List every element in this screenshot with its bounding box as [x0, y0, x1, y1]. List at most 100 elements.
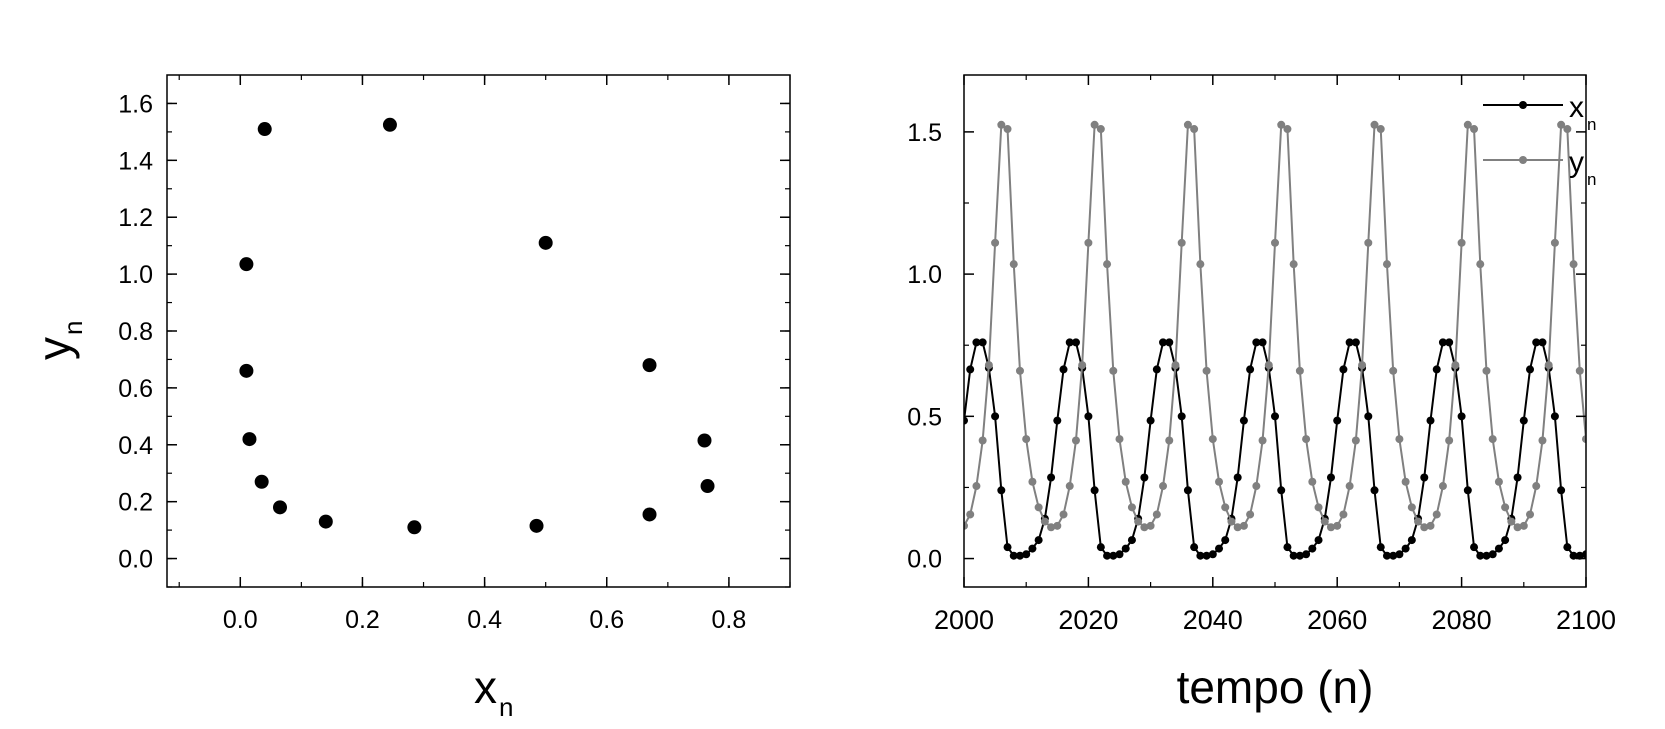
series-point-x: [1003, 543, 1012, 552]
series-point-y: [1190, 125, 1199, 134]
series-point-x: [991, 412, 1000, 421]
series-point-y: [1582, 435, 1586, 444]
series-point-y: [1550, 238, 1559, 247]
series-point-x: [1519, 416, 1528, 425]
series-point-y: [1152, 510, 1161, 519]
series-point-y: [1171, 361, 1180, 370]
series-point-y: [1109, 366, 1118, 375]
series-point-x: [1526, 365, 1535, 374]
series-point-y: [1096, 125, 1105, 134]
series-point-y: [1289, 260, 1298, 269]
series-point-y: [1501, 503, 1510, 512]
series-point-y: [1544, 361, 1553, 370]
scatter-point: [529, 518, 544, 533]
series-point-y: [1134, 517, 1143, 526]
series-point-x: [1190, 543, 1199, 552]
series-point-x: [1351, 338, 1360, 347]
series-point-y: [1053, 521, 1062, 530]
time-series-panel: 2000 2020 2040 2060 2080 2100 0.0 0.5 1.0 1.5 tem…: [907, 74, 1616, 713]
legend-marker-x: [1519, 101, 1527, 109]
series-line-y: [964, 122, 1586, 529]
series-point-y: [1308, 477, 1317, 486]
right-y-tick-label: 0.0: [907, 546, 942, 574]
series-point-y: [1482, 366, 1491, 375]
scatter-point: [642, 507, 657, 522]
left-y-tick-label: 1.2: [118, 204, 153, 232]
series-point-x: [1152, 365, 1161, 374]
series-point-x: [1339, 365, 1348, 374]
series-point-x: [972, 338, 981, 347]
series-point-y: [1538, 436, 1547, 445]
right-y-tick-label: 0.5: [907, 403, 942, 431]
series-point-y: [972, 482, 981, 491]
right-plot-frame: [963, 74, 1587, 588]
series-point-x: [1326, 473, 1335, 482]
series-point-y: [1165, 436, 1174, 445]
series-point-x: [1376, 543, 1385, 552]
series-point-y: [1526, 510, 1535, 519]
series-point-y: [1333, 521, 1342, 530]
left-x-tick-label: 0.6: [589, 606, 624, 634]
series-point-x: [1401, 544, 1410, 553]
series-point-x: [1382, 551, 1391, 560]
series-point-x: [1345, 338, 1354, 347]
left-x-tick-label: 0.4: [467, 606, 502, 634]
series-point-y: [978, 436, 987, 445]
series-point-x: [1103, 551, 1112, 560]
left-plot-frame: [166, 74, 791, 588]
left-y-tick-label: 1.4: [118, 147, 153, 175]
series-point-y: [1432, 510, 1441, 519]
legend-item-y: y n: [1483, 146, 1596, 189]
right-x-tick-label: 2000: [934, 605, 994, 635]
series-point-x: [1395, 550, 1404, 559]
series-point-y: [1476, 260, 1485, 269]
series-point-y: [1395, 435, 1404, 444]
series-point-x: [1289, 551, 1298, 560]
series-point-x: [1470, 543, 1479, 552]
series-point-x: [1463, 486, 1472, 495]
series-point-x: [1569, 551, 1578, 560]
series-point-x: [1445, 338, 1454, 347]
series-point-y: [997, 120, 1006, 129]
series-point-y: [1127, 503, 1136, 512]
series-point-x: [1221, 536, 1230, 545]
series-point-x: [1302, 550, 1311, 559]
series-point-y: [1407, 503, 1416, 512]
left-x-axis-label-subscript: n: [499, 692, 513, 722]
series-point-y: [1563, 125, 1572, 134]
legend-label-x-subscript: n: [1587, 115, 1596, 134]
series-point-x: [1426, 416, 1435, 425]
series-point-y: [1196, 260, 1205, 269]
series-point-x: [1127, 536, 1136, 545]
series-point-y: [1177, 238, 1186, 247]
series-point-y: [1090, 120, 1099, 129]
scatter-point: [700, 479, 715, 494]
series-point-x: [1550, 412, 1559, 421]
series-point-x: [1183, 486, 1192, 495]
series-point-x: [1047, 473, 1056, 482]
series-point-y: [1003, 125, 1012, 134]
series-point-y: [1009, 260, 1018, 269]
series-point-x: [1084, 412, 1093, 421]
series-point-x: [1494, 544, 1503, 553]
series-point-y: [1084, 238, 1093, 247]
series-point-y: [1376, 125, 1385, 134]
left-x-tick-label: 0.0: [223, 606, 258, 634]
series-point-x: [1501, 536, 1510, 545]
series-point-x: [1538, 338, 1547, 347]
left-axis-ticks: 0.0 0.2 0.4 0.6 0.8 0.0 0.2 0.4 0.6 0.8 1.0 1.2 1.4 1…: [118, 75, 791, 634]
left-y-axis-label: y: [28, 337, 80, 360]
series-point-x: [966, 365, 975, 374]
series-point-x: [1407, 536, 1416, 545]
series-point-x: [1090, 486, 1099, 495]
left-y-tick-label: 1.6: [118, 90, 153, 118]
left-x-tick-label: 0.8: [712, 606, 747, 634]
series-point-y: [1208, 435, 1217, 444]
scatter-point: [257, 122, 272, 137]
right-x-tick-label: 2020: [1058, 605, 1118, 635]
left-y-axis-label-group: y n: [28, 321, 88, 360]
series-point-x: [1015, 551, 1024, 560]
scatter-point: [272, 500, 287, 515]
series-point-y: [1065, 482, 1074, 491]
series-point-y: [1277, 120, 1286, 129]
